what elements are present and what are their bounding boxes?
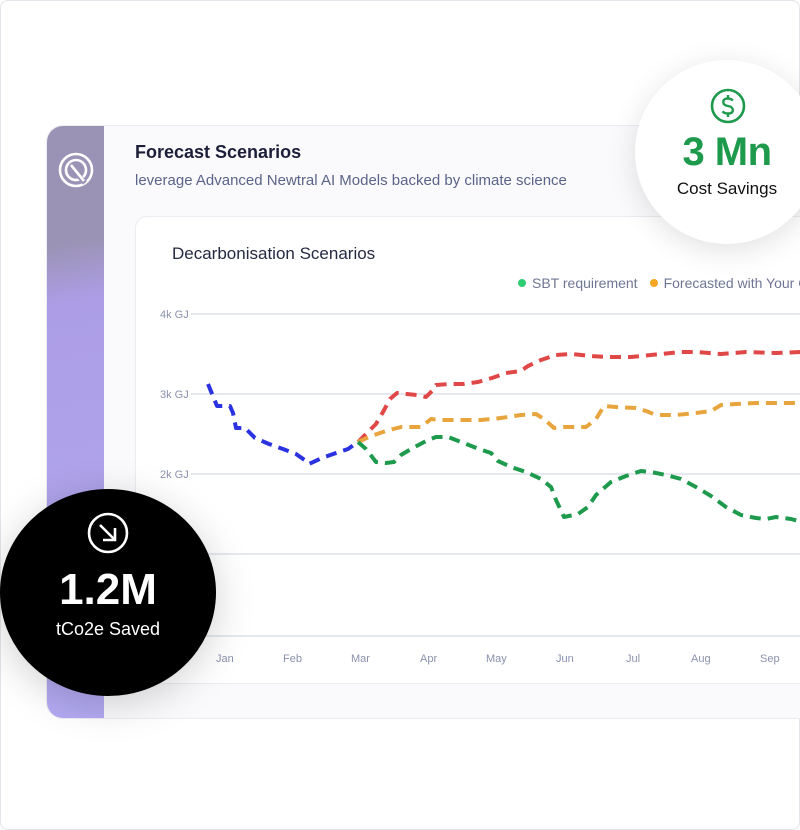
co2-saved-label: tCo2e Saved: [55, 619, 161, 639]
newtral-logo-icon[interactable]: [56, 150, 96, 190]
x-tick: Aug: [691, 653, 711, 665]
cost-savings-badge: 3 Mn Cost Savings: [635, 60, 800, 244]
x-tick: Apr: [420, 653, 437, 665]
y-tick: 3k GJ: [160, 389, 189, 401]
y-axis-labels: 4k GJ 3k GJ 2k GJ: [160, 309, 189, 481]
x-tick: May: [486, 653, 507, 665]
legend-item-sbt[interactable]: SBT requirement: [518, 275, 638, 291]
cost-savings-label: Cost Savings: [676, 179, 778, 198]
legend-item-forecast[interactable]: Forecasted with Your C: [649, 275, 800, 291]
x-tick: Mar: [351, 653, 370, 665]
legend-label: SBT requirement: [532, 275, 638, 291]
y-tick: 2k GJ: [160, 469, 189, 481]
x-tick: Jan: [216, 653, 234, 665]
x-axis-labels: Jan Feb Mar Apr May Jun Jul Aug Sep: [216, 653, 780, 665]
co2-saved-value: 1.2M: [59, 565, 157, 614]
legend-dot-orange: [649, 279, 658, 287]
line-chart: 4k GJ 3k GJ 2k GJ Jan Feb Mar Apr May Ju…: [160, 309, 800, 665]
co2-saved-badge: 1.2M tCo2e Saved: [0, 489, 216, 696]
series-sbt-line: [356, 435, 800, 524]
x-tick: Feb: [283, 653, 302, 665]
y-tick: 4k GJ: [160, 309, 189, 321]
legend-label: Forecasted with Your C: [663, 275, 800, 291]
x-tick: Sep: [760, 653, 780, 665]
page-subtitle: leverage Advanced Newtral AI Models back…: [135, 172, 567, 189]
chart-card: Decarbonisation Scenarios SBT requiremen…: [135, 216, 800, 684]
series-forecast-line: [357, 400, 800, 444]
legend-dot-green: [518, 279, 526, 287]
series-bau-line: [356, 350, 800, 444]
cost-savings-value: 3 Mn: [682, 130, 772, 174]
x-tick: Jun: [556, 653, 574, 665]
gridlines: [191, 313, 800, 637]
series-historical-line: [206, 383, 360, 466]
x-tick: Jul: [626, 653, 640, 665]
arrow-down-right-circle-icon: [86, 511, 130, 555]
chart-title: Decarbonisation Scenarios: [172, 244, 376, 263]
dollar-circle-icon: [709, 87, 747, 125]
page-title: Forecast Scenarios: [135, 142, 302, 162]
chart-legend: SBT requirement Forecasted with Your C: [518, 275, 800, 291]
